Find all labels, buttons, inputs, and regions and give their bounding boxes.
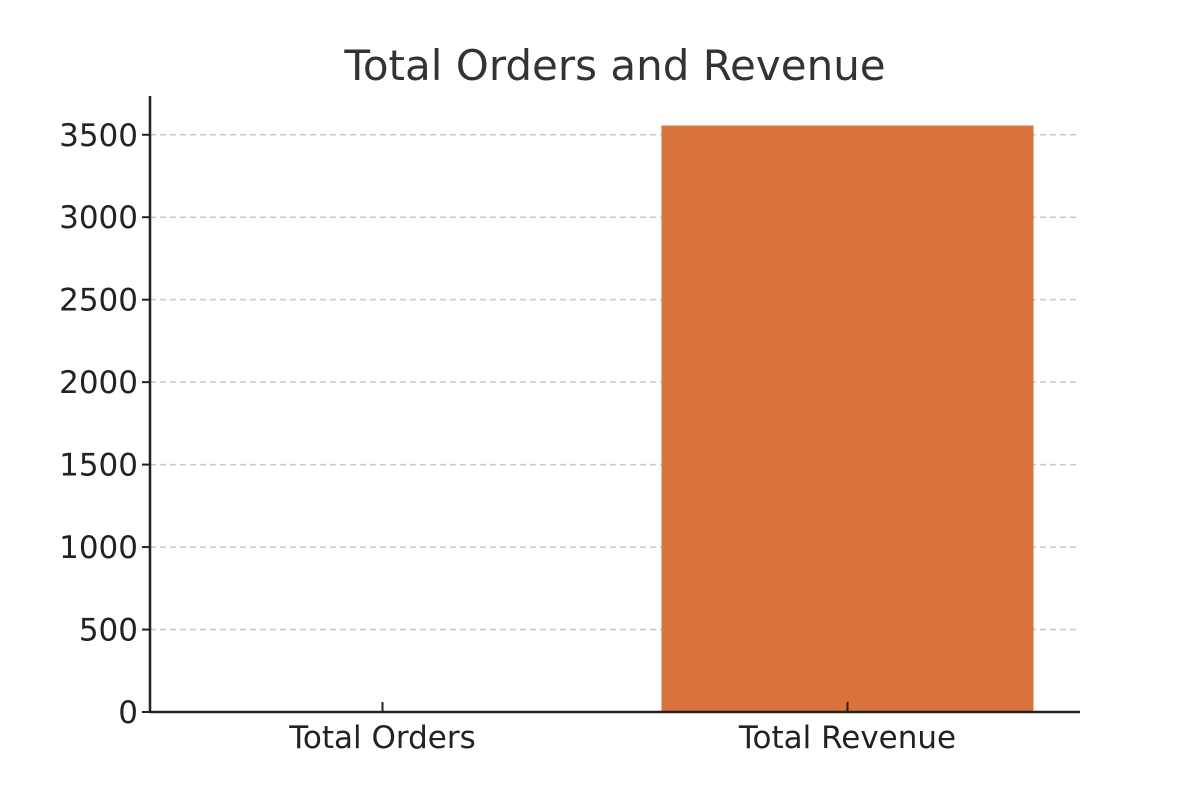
y-tick-label: 3500 — [59, 118, 138, 154]
axes — [148, 96, 1080, 714]
y-tick-label: 2000 — [59, 365, 138, 401]
y-tick-label: 1000 — [59, 530, 138, 566]
y-tick-label: 500 — [79, 613, 138, 649]
bars — [196, 125, 1034, 712]
x-ticks: Total Orders Total Revenue — [288, 702, 956, 756]
x-tick-label: Total Orders — [288, 720, 476, 756]
y-tick-label: 3000 — [59, 200, 138, 236]
y-tick-label: 0 — [118, 695, 138, 731]
y-ticks: 0 500 1000 1500 2000 2500 3000 3500 — [59, 118, 150, 731]
grid — [150, 134, 1080, 631]
y-tick-label: 2500 — [59, 283, 138, 319]
chart-title: Total Orders and Revenue — [343, 41, 885, 90]
y-tick-label: 1500 — [59, 448, 138, 484]
x-tick-label: Total Revenue — [738, 720, 956, 756]
bar-total-revenue — [661, 125, 1034, 712]
